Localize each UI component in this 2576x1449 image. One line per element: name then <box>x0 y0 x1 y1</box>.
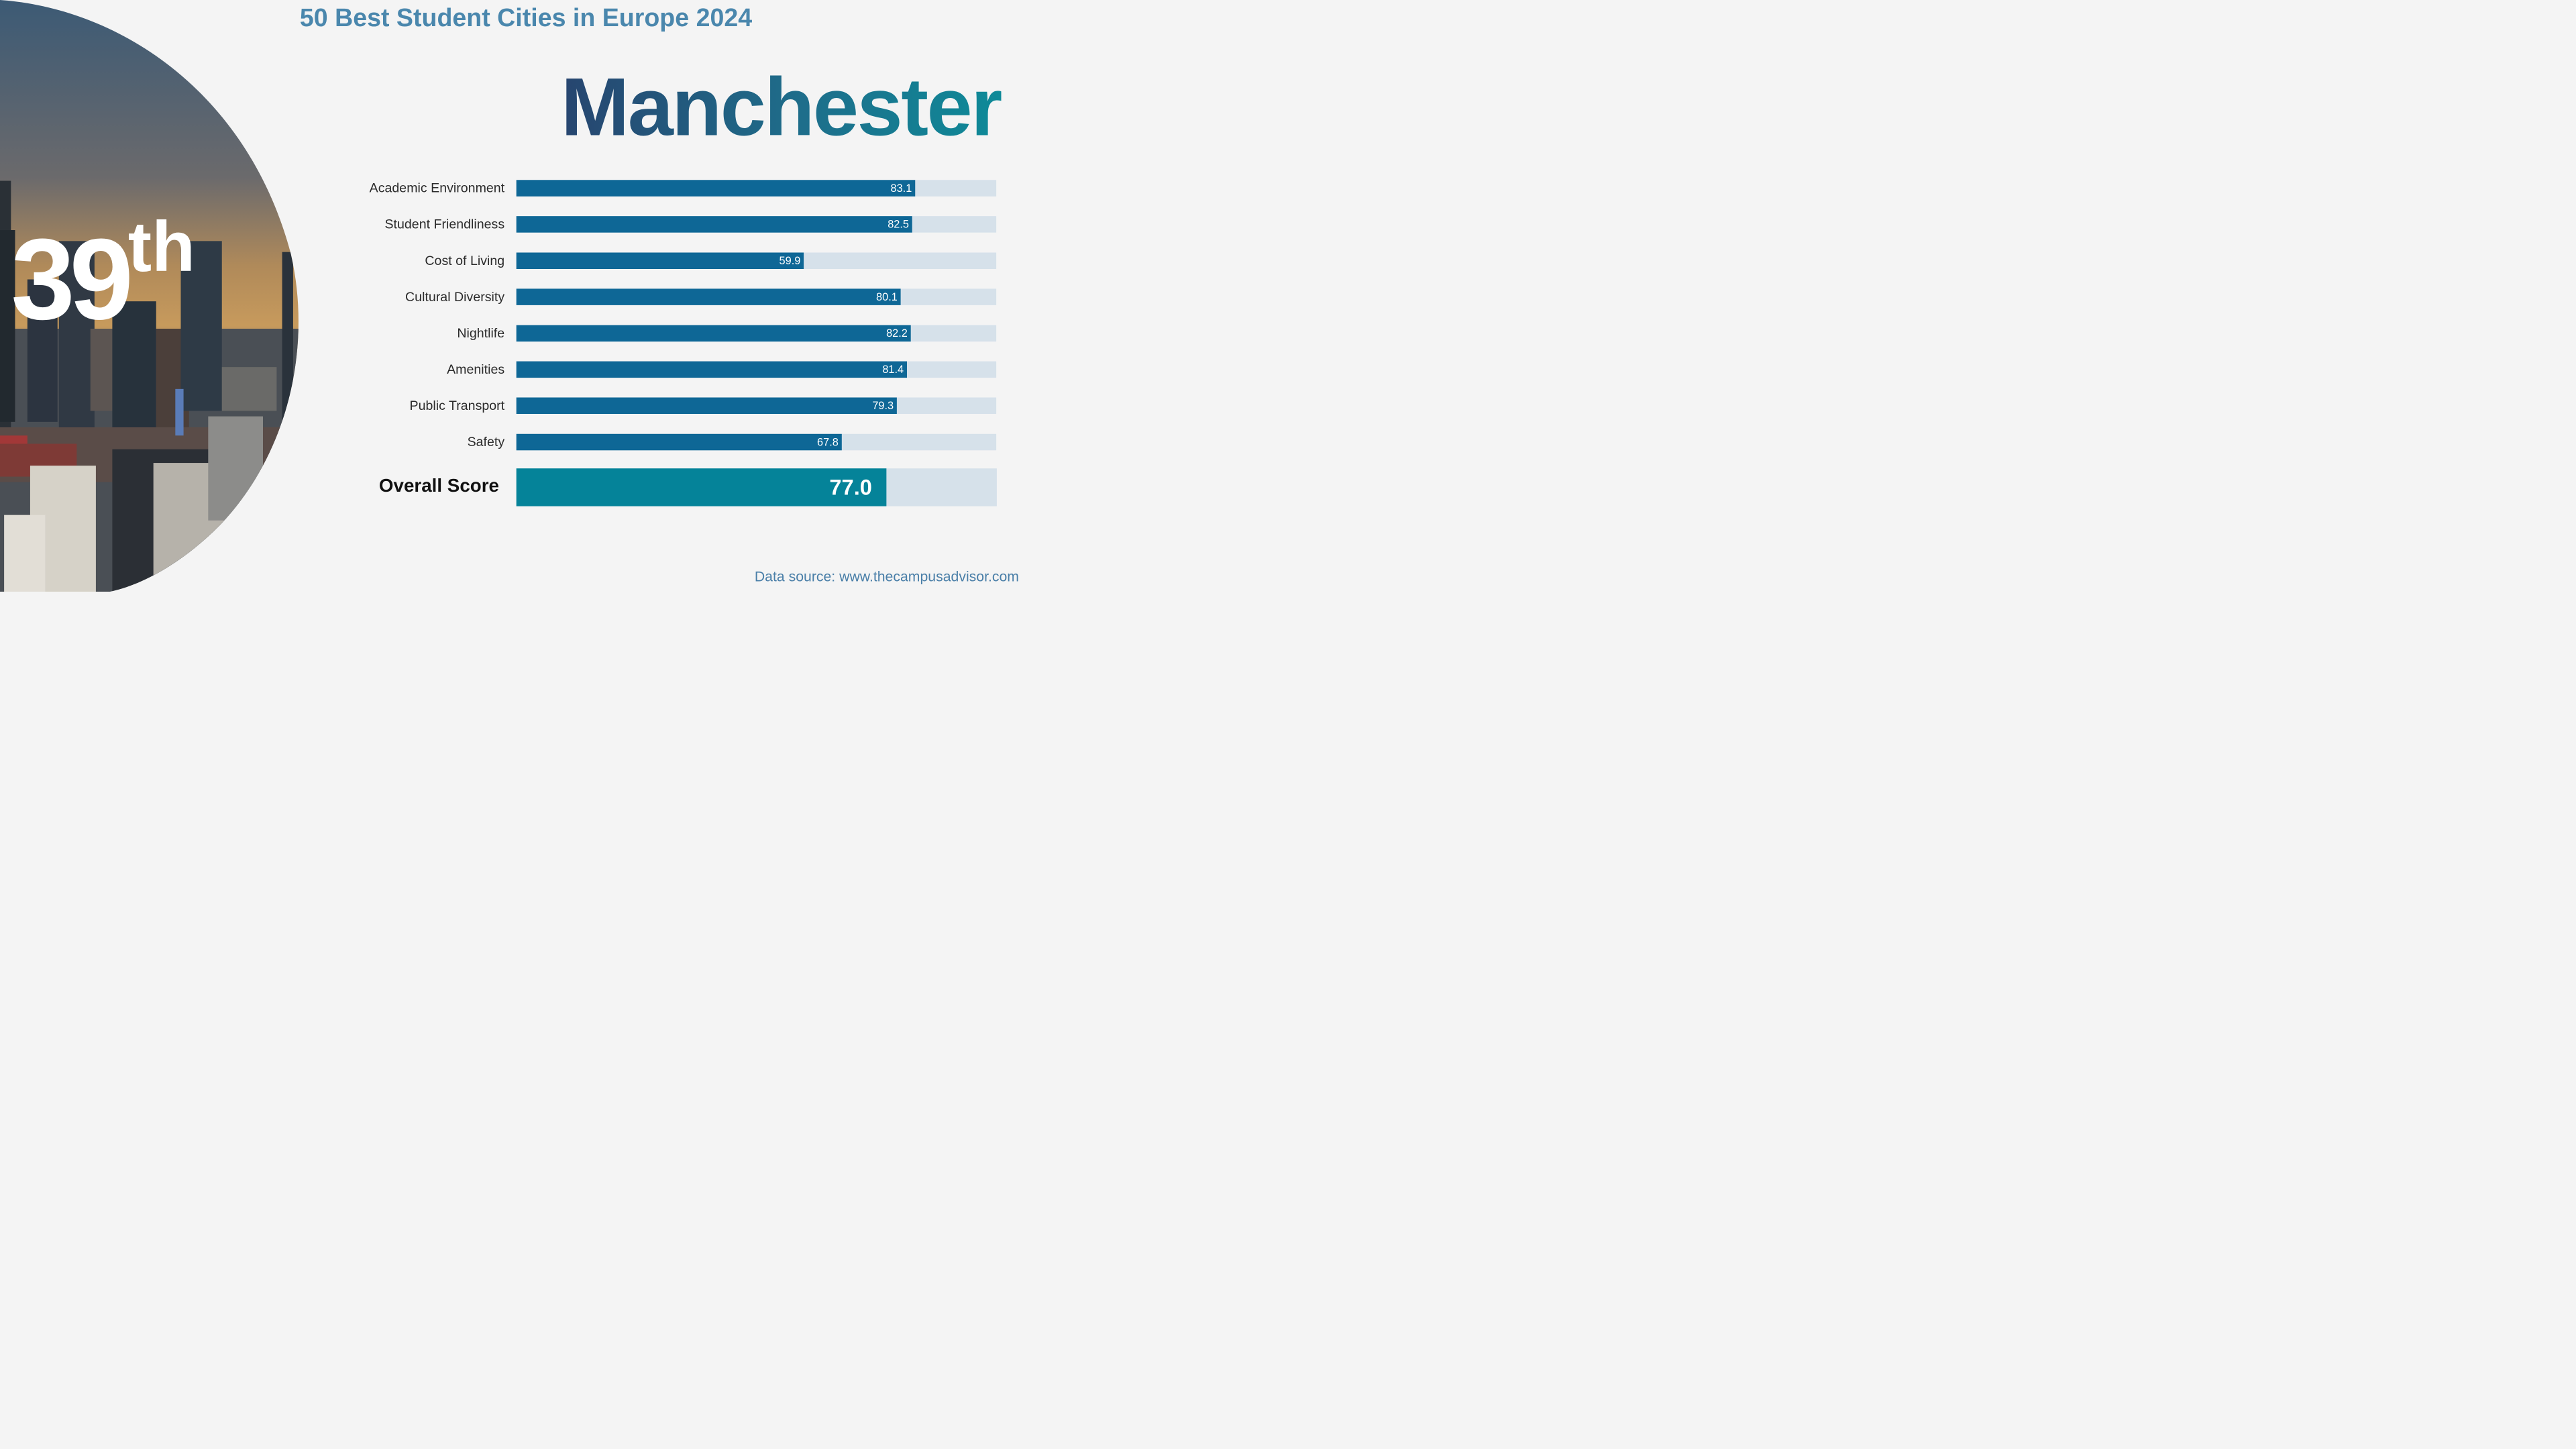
metric-track: 59.9 <box>516 252 997 269</box>
metric-bar: 81.4 <box>516 361 908 378</box>
metric-row: Academic Environment 83.1 <box>0 180 1052 197</box>
metric-bar: 80.1 <box>516 288 901 305</box>
metric-row: Public Transport 79.3 <box>0 397 1052 415</box>
metric-bar: 59.9 <box>516 252 804 269</box>
overall-score-value: 77.0 <box>829 475 872 500</box>
metric-value: 59.9 <box>779 254 801 267</box>
page: 39th 50 Best Student Cities in Europe 20… <box>0 0 1052 592</box>
metric-row: Safety 67.8 <box>0 433 1052 451</box>
overall-score-track: 77.0 <box>516 468 997 506</box>
metric-bar: 83.1 <box>516 180 916 197</box>
metric-track: 82.5 <box>516 216 997 233</box>
metric-label: Safety <box>467 434 505 449</box>
metric-value: 67.8 <box>817 435 839 448</box>
metric-value: 80.1 <box>876 290 898 303</box>
metric-label: Public Transport <box>409 398 505 413</box>
metric-bar: 67.8 <box>516 433 842 451</box>
metric-label: Academic Environment <box>369 180 505 196</box>
city-skyline-photo <box>0 0 299 592</box>
metric-track: 67.8 <box>516 433 997 451</box>
rank-badge: 39th <box>11 211 195 337</box>
rank-number: 39 <box>11 215 133 344</box>
metric-value: 79.3 <box>872 399 894 412</box>
metric-row: Student Friendliness 82.5 <box>0 216 1052 233</box>
metric-value: 82.5 <box>888 218 910 231</box>
metric-label: Cost of Living <box>425 253 505 268</box>
metric-label: Student Friendliness <box>384 217 505 232</box>
metric-track: 81.4 <box>516 361 997 378</box>
metric-label: Cultural Diversity <box>405 289 505 305</box>
metric-label: Amenities <box>447 362 505 377</box>
metric-bar: 82.2 <box>516 325 911 342</box>
city-name: Manchester <box>561 60 1003 153</box>
overall-score-bar: 77.0 <box>516 468 887 506</box>
metric-track: 83.1 <box>516 180 997 197</box>
metric-track: 82.2 <box>516 325 997 342</box>
metric-value: 83.1 <box>890 182 912 195</box>
metric-label: Nightlife <box>457 325 505 341</box>
metric-bar: 82.5 <box>516 216 912 233</box>
metric-value: 81.4 <box>882 363 904 376</box>
metric-row: Nightlife 82.2 <box>0 325 1052 342</box>
metric-row: Amenities 81.4 <box>0 361 1052 378</box>
metric-value: 82.2 <box>886 327 908 339</box>
metric-row: Cultural Diversity 80.1 <box>0 288 1052 305</box>
metric-track: 80.1 <box>516 288 997 305</box>
rank-suffix: th <box>127 207 195 286</box>
metric-row: Cost of Living 59.9 <box>0 252 1052 269</box>
metric-bar: 79.3 <box>516 397 898 415</box>
metric-track: 79.3 <box>516 397 997 415</box>
overall-score-label: Overall Score <box>378 475 499 496</box>
chart-title: 50 Best Student Cities in Europe 2024 <box>299 3 753 32</box>
data-source: Data source: www.thecampusadvisor.com <box>754 568 1019 585</box>
